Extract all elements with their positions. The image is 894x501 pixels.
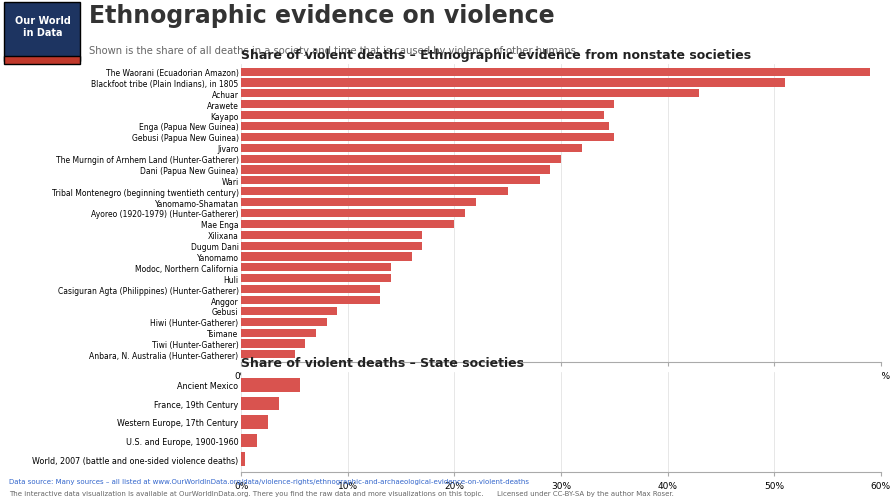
Bar: [241, 397, 279, 411]
Bar: [241, 296, 380, 305]
Bar: [241, 123, 609, 131]
Bar: [241, 90, 699, 98]
Bar: [241, 275, 391, 283]
Text: Share of violent deaths – Ethnographic evidence from nonstate societies: Share of violent deaths – Ethnographic e…: [241, 49, 752, 62]
Bar: [241, 329, 316, 337]
Bar: [241, 134, 614, 142]
Bar: [241, 307, 337, 315]
FancyBboxPatch shape: [4, 57, 80, 65]
Bar: [241, 452, 245, 466]
Bar: [241, 144, 582, 152]
Bar: [241, 209, 465, 217]
Bar: [241, 231, 423, 239]
Bar: [241, 188, 508, 196]
Bar: [241, 79, 785, 87]
Bar: [241, 415, 268, 429]
Bar: [241, 378, 300, 392]
Bar: [241, 242, 423, 250]
Text: Share of violent deaths – State societies: Share of violent deaths – State societie…: [241, 357, 525, 370]
Bar: [241, 264, 391, 272]
Bar: [241, 434, 257, 447]
Text: The interactive data visualization is available at OurWorldInData.org. There you: The interactive data visualization is av…: [9, 490, 674, 496]
Text: Our World
in Data: Our World in Data: [14, 17, 71, 38]
Text: Ethnographic evidence on violence: Ethnographic evidence on violence: [89, 4, 555, 28]
Bar: [241, 286, 380, 294]
Bar: [241, 69, 870, 77]
Text: Shown is the share of all deaths in a society and time that is caused by violenc: Shown is the share of all deaths in a so…: [89, 46, 579, 56]
Bar: [241, 166, 551, 174]
Bar: [241, 340, 306, 348]
FancyBboxPatch shape: [4, 3, 80, 62]
Bar: [241, 112, 603, 120]
Bar: [241, 101, 614, 109]
Bar: [241, 318, 326, 326]
Text: Data source: Many sources – all listed at www.OurWorldInData.org/data/violence-r: Data source: Many sources – all listed a…: [9, 478, 529, 484]
Bar: [241, 199, 476, 207]
Bar: [241, 253, 412, 261]
Bar: [241, 155, 561, 163]
Bar: [241, 351, 295, 359]
Bar: [241, 220, 454, 228]
Bar: [241, 177, 540, 185]
